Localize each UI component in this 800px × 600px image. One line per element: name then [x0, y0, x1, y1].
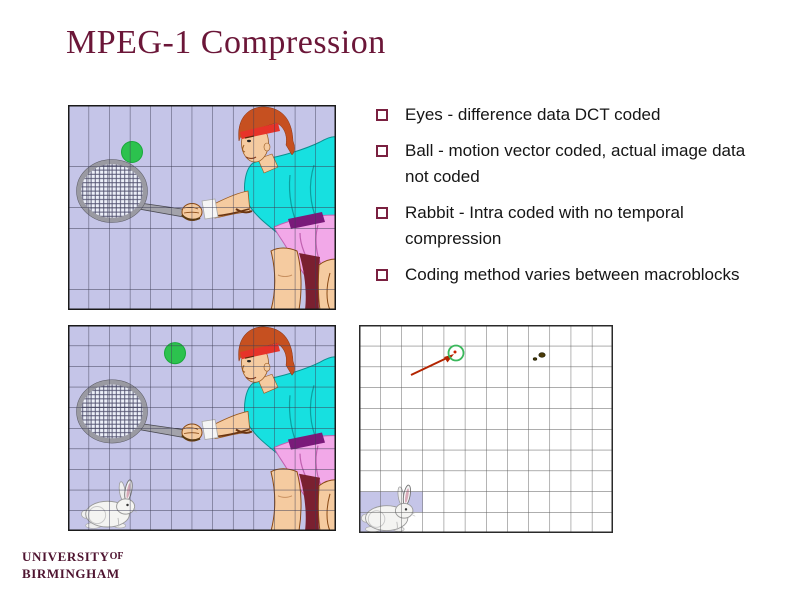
reference-frame-image: [68, 105, 336, 310]
square-bullet-icon: [376, 207, 388, 219]
bullet-text: Rabbit - Intra coded with no temporal co…: [405, 203, 684, 248]
bullet-item: Rabbit - Intra coded with no temporal co…: [376, 200, 772, 252]
bullet-item: Coding method varies between macroblocks: [376, 262, 772, 288]
bullet-text: Coding method varies between macroblocks: [405, 265, 740, 284]
macroblock-grid: [68, 325, 336, 531]
frame-border: [68, 325, 336, 531]
eye-difference-marks: [532, 352, 546, 361]
macroblock-grid: [68, 105, 336, 310]
bullet-item: Eyes - difference data DCT coded: [376, 102, 772, 128]
motion-vector-arrow: [410, 354, 454, 376]
vector-tip-dot: [453, 350, 457, 354]
logo-line1: UNIVERSITYOF: [22, 549, 124, 564]
logo-line2: BIRMINGHAM: [22, 566, 120, 581]
frame-border: [68, 105, 336, 310]
university-logo: UNIVERSITYOF BIRMINGHAM: [22, 549, 124, 581]
bullet-item: Ball - motion vector coded, actual image…: [376, 138, 772, 190]
square-bullet-icon: [376, 145, 388, 157]
current-frame-image: [68, 325, 336, 531]
ball-target-circle: [447, 344, 465, 362]
bullet-text: Eyes - difference data DCT coded: [405, 105, 661, 124]
frame-border: [359, 325, 613, 533]
square-bullet-icon: [376, 269, 388, 281]
bullet-list: Eyes - difference data DCT coded Ball - …: [376, 102, 772, 298]
macroblock-grid: [359, 325, 613, 533]
bullet-text: Ball - motion vector coded, actual image…: [405, 141, 746, 186]
square-bullet-icon: [376, 109, 388, 121]
encoded-frame-image: [359, 325, 613, 533]
page-title: MPEG-1 Compression: [66, 24, 386, 61]
